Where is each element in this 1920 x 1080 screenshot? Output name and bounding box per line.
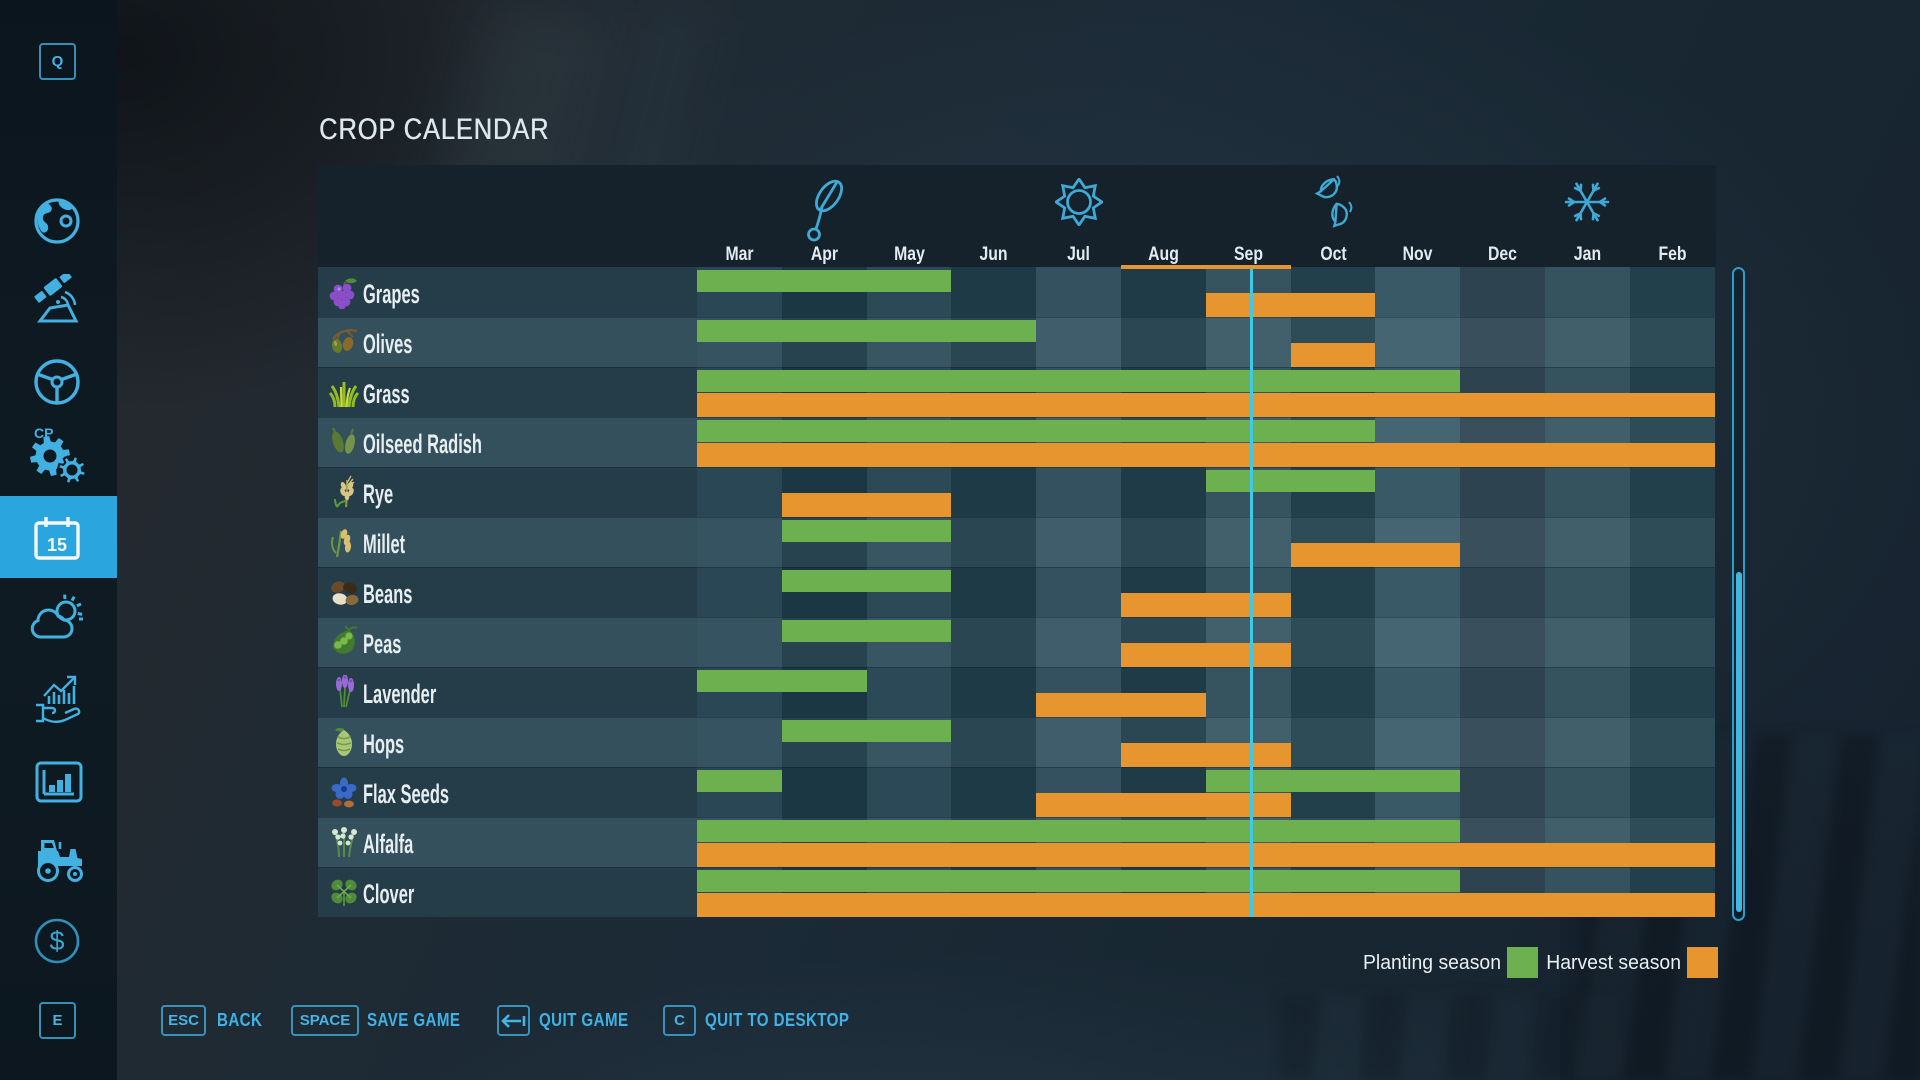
svg-text:$: $ [49, 926, 64, 956]
svg-text:15: 15 [47, 535, 67, 555]
svg-text:CP: CP [34, 428, 53, 441]
